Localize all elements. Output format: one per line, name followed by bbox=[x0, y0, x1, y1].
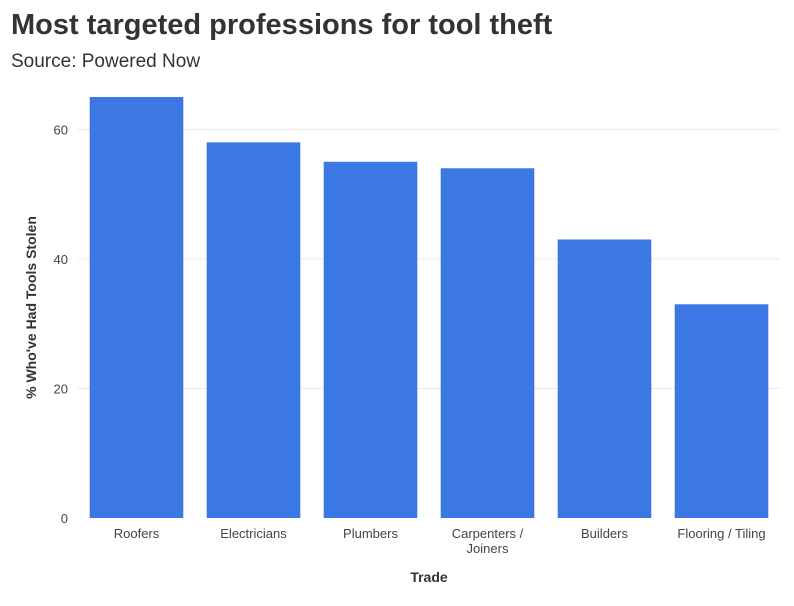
x-tick-label: Carpenters / bbox=[452, 526, 524, 541]
bar bbox=[323, 161, 418, 518]
y-axis-title: % Who've Had Tools Stolen bbox=[23, 216, 39, 399]
bar bbox=[89, 97, 184, 518]
bar bbox=[440, 168, 535, 518]
bar bbox=[674, 304, 769, 518]
x-tick-label: Flooring / Tiling bbox=[677, 526, 765, 541]
x-axis: Roofers Electricians Plumbers Carpenters /J… bbox=[114, 526, 766, 556]
x-tick-label: Joiners bbox=[467, 541, 509, 556]
chart-title: Most targeted professions for tool theft bbox=[11, 9, 553, 41]
bar bbox=[206, 142, 301, 519]
bar bbox=[557, 239, 652, 518]
bars bbox=[89, 97, 769, 519]
y-axis: 0 20 40 60 bbox=[54, 122, 68, 526]
grid-lines bbox=[78, 128, 780, 389]
y-tick-label: 40 bbox=[54, 252, 68, 267]
x-tick-label: Electricians bbox=[220, 526, 287, 541]
x-tick-label: Plumbers bbox=[343, 526, 398, 541]
y-tick-label: 0 bbox=[61, 511, 68, 526]
y-tick-label: 20 bbox=[54, 381, 68, 396]
x-tick-label: Roofers bbox=[114, 526, 160, 541]
x-tick-label: Builders bbox=[581, 526, 628, 541]
x-axis-title: Trade bbox=[410, 569, 448, 585]
chart-subtitle: Source: Powered Now bbox=[11, 51, 201, 72]
y-tick-label: 60 bbox=[54, 122, 68, 137]
